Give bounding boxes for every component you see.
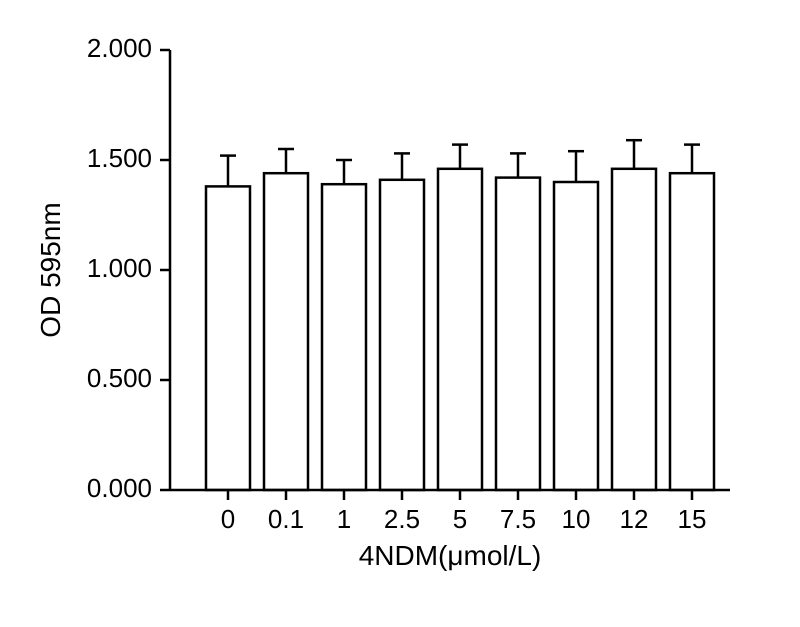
bar bbox=[206, 186, 250, 490]
x-tick-label: 10 bbox=[562, 504, 591, 534]
chart-container: 0.000 0.500 1.000 1.500 2.000 0 0.1 1 2.5 5 7.5 10 1… bbox=[0, 0, 800, 627]
x-tick-label: 5 bbox=[453, 504, 467, 534]
x-tick-label: 15 bbox=[678, 504, 707, 534]
bar bbox=[264, 173, 308, 490]
bar bbox=[380, 180, 424, 490]
y-tick-label: 1.000 bbox=[87, 253, 152, 283]
bar-chart: 0.000 0.500 1.000 1.500 2.000 0 0.1 1 2.5 5 7.5 10 1… bbox=[0, 0, 800, 627]
y-tick-label: 2.000 bbox=[87, 33, 152, 63]
y-tick-label: 0.500 bbox=[87, 363, 152, 393]
bar bbox=[438, 169, 482, 490]
bar bbox=[496, 178, 540, 490]
y-tick-label: 1.500 bbox=[87, 143, 152, 173]
x-tick-label: 7.5 bbox=[500, 504, 536, 534]
y-tick-label: 0.000 bbox=[87, 473, 152, 503]
bar bbox=[670, 173, 714, 490]
x-tick-label: 0.1 bbox=[268, 504, 304, 534]
x-tick-label: 12 bbox=[620, 504, 649, 534]
bar bbox=[612, 169, 656, 490]
y-axis-label: OD 595nm bbox=[35, 202, 66, 337]
bar bbox=[554, 182, 598, 490]
bar bbox=[322, 184, 366, 490]
x-tick-label: 2.5 bbox=[384, 504, 420, 534]
x-tick-label: 1 bbox=[337, 504, 351, 534]
x-axis-label: 4NDM(μmol/L) bbox=[359, 540, 542, 571]
x-tick-label: 0 bbox=[221, 504, 235, 534]
